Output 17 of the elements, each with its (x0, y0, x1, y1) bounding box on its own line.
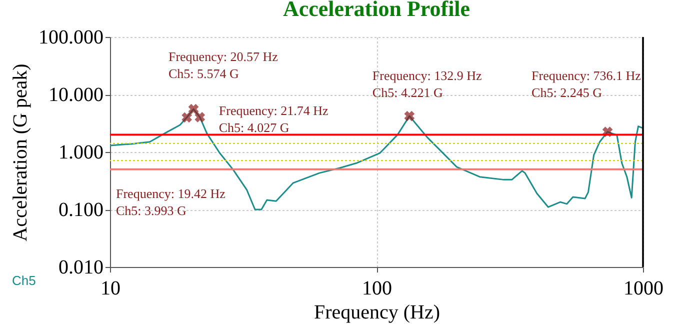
y-tick-label: 10.000 (48, 84, 104, 106)
y-tick-label: 0.100 (58, 199, 104, 221)
annotation: Frequency: 20.57 Hz Ch5: 5.574 G (168, 49, 278, 82)
x-axis-title: Frequency (Hz) (314, 302, 440, 324)
annotation: Frequency: 132.9 Hz Ch5: 4.221 G (372, 68, 482, 100)
annotation: Frequency: 19.42 Hz Ch5: 3.993 G (116, 186, 226, 218)
annotation: Frequency: 736.1 Hz Ch5: 2.245 G (532, 68, 642, 100)
x-tick-label: 100 (362, 278, 392, 300)
annotation: Frequency: 21.74 Hz Ch5: 4.027 G (218, 103, 328, 136)
text: Ch5 (12, 273, 36, 288)
x-tick-label: 1000 (624, 278, 664, 300)
y-axis-title: Acceleration (G peak) (10, 64, 32, 242)
y-tick-label: 1.000 (58, 142, 104, 164)
y-tick-label: 100.000 (38, 26, 104, 48)
chart-title: Acceleration Profile (282, 0, 470, 21)
x-tick-label: 10 (100, 278, 120, 300)
y-tick-label: 0.010 (58, 256, 104, 278)
